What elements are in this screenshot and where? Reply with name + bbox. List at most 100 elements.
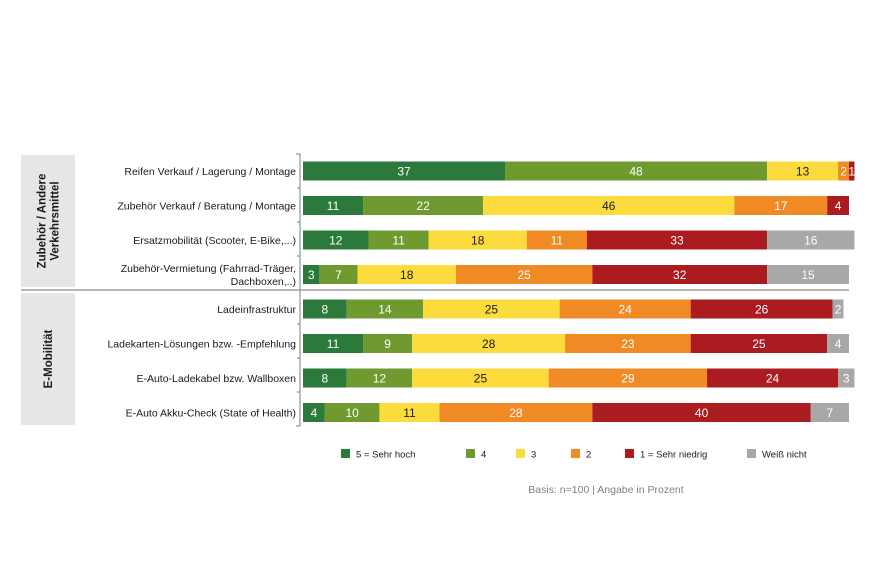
- data-label: 29: [621, 372, 635, 386]
- bar-segment: [690, 334, 828, 353]
- bar-segment: [586, 230, 768, 250]
- category-labels: Reifen Verkauf / Lagerung / Montage Zubeh…: [107, 166, 296, 420]
- group-label-box: [21, 293, 75, 425]
- bar-segment: [810, 403, 849, 422]
- group-label: Zubehör / AndereVerkehrsmittel: [37, 174, 62, 269]
- data-label: 16: [804, 234, 818, 248]
- bar-segment: [303, 196, 364, 215]
- legend-swatch: [625, 449, 634, 458]
- data-label: 37: [397, 165, 411, 179]
- bar-segment: [412, 368, 549, 388]
- data-label: 9: [384, 337, 391, 351]
- legend-swatch: [341, 449, 350, 458]
- legend-label: 5 = Sehr hoch: [356, 450, 415, 461]
- bar-segment: [767, 230, 855, 250]
- bar-segment: [767, 265, 849, 284]
- group-label: E-Mobilität: [43, 329, 55, 388]
- bar-segment: [832, 299, 844, 319]
- bar-segment: [428, 230, 527, 250]
- data-label: 33: [670, 234, 684, 248]
- data-label: 3: [843, 372, 850, 386]
- legend-label: 1 = Sehr niedrig: [640, 450, 707, 461]
- data-label: 28: [509, 406, 523, 420]
- legend-swatch: [516, 449, 525, 458]
- bar-segment: [412, 334, 566, 353]
- bar-segment: [423, 299, 560, 319]
- data-label: 24: [618, 303, 632, 317]
- bar-segment: [363, 334, 413, 353]
- legend-swatch: [571, 449, 580, 458]
- category-label: Zubehör Verkauf / Beratung / Montage: [117, 201, 296, 213]
- data-label: 25: [474, 372, 488, 386]
- data-label: 40: [695, 406, 709, 420]
- data-label: 4: [835, 199, 842, 213]
- category-label: Ladeinfrastruktur: [217, 304, 296, 316]
- category-label: Ersatzmobilität (Scooter, E-Bike,...): [133, 235, 296, 247]
- bar-segment: [734, 196, 828, 215]
- data-label: 17: [774, 199, 788, 213]
- bar-segment: [838, 368, 855, 388]
- bar-segment: [303, 403, 325, 422]
- data-label: 25: [752, 337, 766, 351]
- bar-segment: [346, 299, 424, 319]
- data-label: 8: [321, 303, 328, 317]
- bar-segment: [838, 161, 849, 181]
- legend-label: 3: [531, 450, 536, 461]
- data-label: 26: [755, 303, 769, 317]
- bar-segment: [849, 161, 855, 181]
- data-label: 11: [392, 234, 405, 248]
- data-label: 22: [416, 199, 430, 213]
- bar-segment: [303, 265, 320, 284]
- data-label: 32: [673, 268, 687, 282]
- data-label: 7: [335, 268, 342, 282]
- bar-segment: [707, 368, 839, 388]
- data-label: 4: [835, 337, 842, 351]
- data-label: 3: [308, 268, 315, 282]
- legend-swatch: [466, 449, 475, 458]
- bar-segment: [505, 161, 768, 181]
- data-label: 25: [517, 268, 531, 282]
- data-label: 12: [373, 372, 387, 386]
- data-label: 7: [827, 406, 834, 420]
- bar-segment: [483, 196, 735, 215]
- category-label: E-Auto-Ladekabel bzw. Wallboxen: [136, 373, 296, 385]
- bar-segment: [303, 368, 347, 388]
- group-label-boxes: Zubehör / AndereVerkehrsmittel E-Mobilitä…: [21, 155, 849, 425]
- data-label: 8: [321, 372, 328, 386]
- axis-bracket: [296, 153, 301, 427]
- category-label: E-Auto Akku-Check (State of Health): [126, 408, 296, 420]
- data-label: 11: [327, 199, 340, 213]
- bar-segment: [526, 230, 587, 250]
- bar-segment: [690, 299, 833, 319]
- data-label: 13: [796, 165, 810, 179]
- bar-segment: [346, 368, 413, 388]
- bar-segment: [303, 334, 364, 353]
- bar-segment: [303, 161, 506, 181]
- data-label: 48: [629, 165, 643, 179]
- bar-segment: [592, 403, 811, 422]
- bar-segment: [592, 265, 768, 284]
- legend-label: 2: [586, 450, 591, 461]
- data-label: 24: [766, 372, 780, 386]
- bar-segment: [363, 196, 484, 215]
- bar-segment: [767, 161, 839, 181]
- legend: 5 = Sehr hoch 4 3 2 1 = Sehr niedrig Weiß nic…: [341, 449, 807, 461]
- bar-segment: [379, 403, 440, 422]
- data-label: 46: [602, 199, 616, 213]
- data-label: 11: [327, 337, 340, 351]
- data-label: 14: [378, 303, 392, 317]
- data-label: 11: [403, 406, 416, 420]
- data-label: 11: [551, 234, 564, 248]
- data-label: 23: [621, 337, 635, 351]
- bar-segment: [357, 265, 456, 284]
- bar-segment: [319, 265, 358, 284]
- bar-segment: [303, 299, 347, 319]
- legend-swatch: [747, 449, 756, 458]
- bar-segment: [827, 196, 849, 215]
- bar-segment: [565, 334, 691, 353]
- bar-segment: [324, 403, 380, 422]
- data-label: 18: [400, 268, 414, 282]
- data-label: 10: [345, 406, 359, 420]
- bar-segment: [548, 368, 708, 388]
